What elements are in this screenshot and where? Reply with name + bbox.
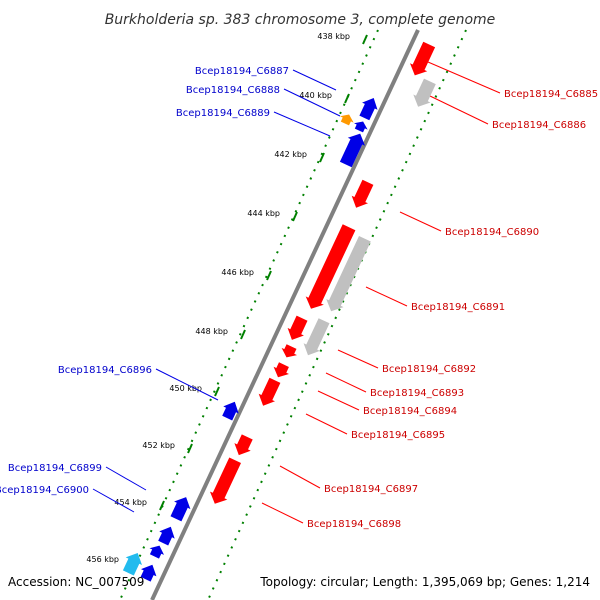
- reverse-gene-arrow[interactable]: [170, 497, 191, 522]
- tick-label: 448 kbp: [195, 327, 228, 336]
- forward-other-arrow[interactable]: [303, 318, 330, 356]
- reverse-gene-arrow[interactable]: [222, 401, 239, 421]
- tick-mark: [159, 500, 165, 511]
- leader-line: [427, 61, 501, 94]
- gene-labels: Bcep18194_C6885 Bcep18194_C6886 Bcep18194_…: [0, 66, 598, 530]
- forward-gene-arrow[interactable]: [234, 434, 253, 456]
- tick-mark: [292, 211, 298, 222]
- leader-line: [325, 372, 367, 393]
- reverse-gene-arrow[interactable]: [158, 526, 175, 546]
- reverse-orange-arrow[interactable]: [340, 114, 354, 126]
- leader-line: [337, 349, 379, 369]
- leader-line: [92, 488, 135, 513]
- leader-line: [305, 413, 348, 435]
- reverse-gene-label[interactable]: Bcep18194_C6888: [186, 85, 280, 96]
- tick-mark: [214, 386, 220, 397]
- tick-label: 452 kbp: [142, 441, 175, 450]
- leader-line: [279, 465, 321, 489]
- tick-mark: [187, 443, 193, 454]
- reverse-cyan-arrow[interactable]: [122, 553, 142, 576]
- tick-label: 442 kbp: [274, 150, 307, 159]
- leader-line: [292, 69, 337, 91]
- gene-arrows: [122, 41, 436, 582]
- leader-line: [399, 211, 442, 232]
- reverse-gene-arrow[interactable]: [140, 564, 157, 582]
- leader-line: [283, 88, 341, 117]
- tick-labels: 438 kbp 440 kbp 442 kbp 444 kbp 446 kbp 448 k…: [86, 32, 350, 564]
- leader-line: [365, 286, 408, 307]
- tick-mark: [319, 152, 325, 163]
- forward-gene-arrow[interactable]: [351, 179, 374, 208]
- reverse-gene-label[interactable]: Bcep18194_C6896: [58, 365, 152, 376]
- forward-other-arrow[interactable]: [413, 78, 436, 107]
- tick-mark: [240, 329, 246, 340]
- reverse-gene-label[interactable]: Bcep18194_C6889: [176, 108, 270, 119]
- forward-gene-label[interactable]: Bcep18194_C6894: [363, 406, 457, 417]
- forward-gene-arrow[interactable]: [305, 224, 356, 309]
- tick-label: 440 kbp: [299, 91, 332, 100]
- tick-mark: [266, 270, 272, 281]
- chromosome-backbone: [150, 29, 420, 600]
- tick-label: 450 kbp: [169, 384, 202, 393]
- reverse-gene-arrow[interactable]: [359, 98, 378, 121]
- reverse-gene-label[interactable]: Bcep18194_C6900: [0, 485, 89, 496]
- leader-line: [273, 111, 331, 137]
- leader-line: [317, 390, 360, 411]
- reverse-gene-label[interactable]: Bcep18194_C6899: [8, 463, 102, 474]
- reverse-gene-label[interactable]: Bcep18194_C6887: [195, 66, 289, 77]
- forward-other-arrow[interactable]: [326, 236, 371, 312]
- forward-gene-label[interactable]: Bcep18194_C6886: [492, 120, 586, 131]
- leader-line: [105, 466, 147, 491]
- forward-gene-label[interactable]: Bcep18194_C6893: [370, 388, 464, 399]
- tick-label: 446 kbp: [221, 268, 254, 277]
- forward-gene-arrow[interactable]: [287, 315, 308, 340]
- forward-gene-label[interactable]: Bcep18194_C6895: [351, 430, 445, 441]
- forward-gene-arrow[interactable]: [410, 41, 436, 76]
- forward-gene-arrow[interactable]: [258, 377, 281, 406]
- reverse-gene-arrow[interactable]: [339, 133, 365, 168]
- map-title: Burkholderia sp. 383 chromosome 3, compl…: [105, 12, 496, 28]
- reverse-gene-arrow[interactable]: [354, 121, 368, 133]
- tick-label: 438 kbp: [317, 32, 350, 41]
- tick-label: 444 kbp: [247, 209, 280, 218]
- tick-label: 454 kbp: [114, 498, 147, 507]
- forward-gene-arrow[interactable]: [273, 362, 289, 378]
- forward-gene-arrow[interactable]: [210, 457, 241, 504]
- accession-text: Accession: NC_007509: [8, 575, 144, 589]
- tick-mark: [362, 34, 368, 45]
- forward-gene-label[interactable]: Bcep18194_C6891: [411, 302, 505, 313]
- leader-line: [261, 502, 304, 524]
- leader-line: [155, 368, 219, 401]
- reverse-gene-arrow[interactable]: [149, 545, 165, 559]
- forward-gene-label[interactable]: Bcep18194_C6892: [382, 364, 476, 375]
- forward-gene-label[interactable]: Bcep18194_C6898: [307, 519, 401, 530]
- topology-text: Topology: circular; Length: 1,395,069 bp…: [259, 575, 590, 589]
- forward-gene-arrow[interactable]: [281, 344, 297, 358]
- forward-gene-label[interactable]: Bcep18194_C6885: [504, 89, 598, 100]
- tick-mark: [344, 93, 350, 104]
- forward-gene-label[interactable]: Bcep18194_C6897: [324, 484, 418, 495]
- leader-line: [429, 95, 489, 125]
- leader-lines: [92, 61, 501, 524]
- tick-label: 456 kbp: [86, 555, 119, 564]
- forward-gene-label[interactable]: Bcep18194_C6890: [445, 227, 539, 238]
